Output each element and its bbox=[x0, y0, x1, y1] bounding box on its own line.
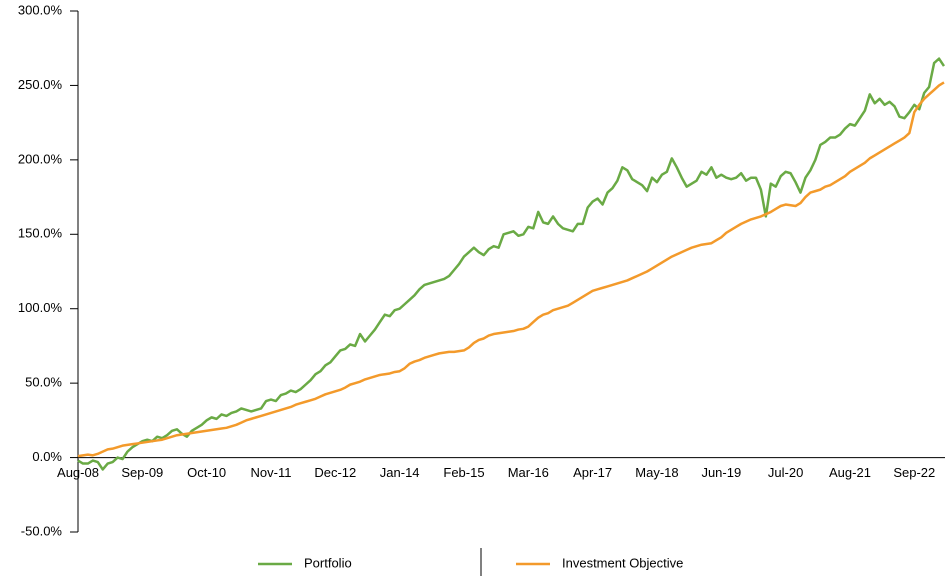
x-tick-label: Sep-09 bbox=[121, 465, 163, 480]
x-tick-label: Jul-20 bbox=[768, 465, 803, 480]
legend-label: Investment Objective bbox=[562, 555, 683, 570]
x-tick-label: Nov-11 bbox=[251, 465, 292, 480]
y-tick-label: 300.0% bbox=[18, 2, 63, 17]
x-tick-label: May-18 bbox=[635, 465, 678, 480]
y-tick-label: 50.0% bbox=[25, 375, 62, 390]
x-tick-label: Mar-16 bbox=[508, 465, 549, 480]
series-line bbox=[77, 57, 945, 471]
x-tick-label: Jan-14 bbox=[380, 465, 420, 480]
legend-label: Portfolio bbox=[304, 555, 352, 570]
x-tick-label: Apr-17 bbox=[573, 465, 612, 480]
x-tick-label: Aug-21 bbox=[829, 465, 871, 480]
x-tick-label: Jun-19 bbox=[701, 465, 741, 480]
x-tick-label: Dec-12 bbox=[314, 465, 356, 480]
x-tick-label: Sep-22 bbox=[893, 465, 935, 480]
y-tick-label: 200.0% bbox=[18, 151, 63, 166]
y-tick-label: 150.0% bbox=[18, 226, 63, 241]
y-tick-label: -50.0% bbox=[21, 523, 63, 538]
x-tick-label: Oct-10 bbox=[187, 465, 226, 480]
y-tick-label: 250.0% bbox=[18, 77, 63, 92]
y-tick-label: 0.0% bbox=[32, 449, 62, 464]
x-tick-label: Feb-15 bbox=[443, 465, 484, 480]
x-tick-label: Aug-08 bbox=[57, 465, 99, 480]
series-line bbox=[77, 81, 945, 458]
y-tick-label: 100.0% bbox=[18, 300, 63, 315]
